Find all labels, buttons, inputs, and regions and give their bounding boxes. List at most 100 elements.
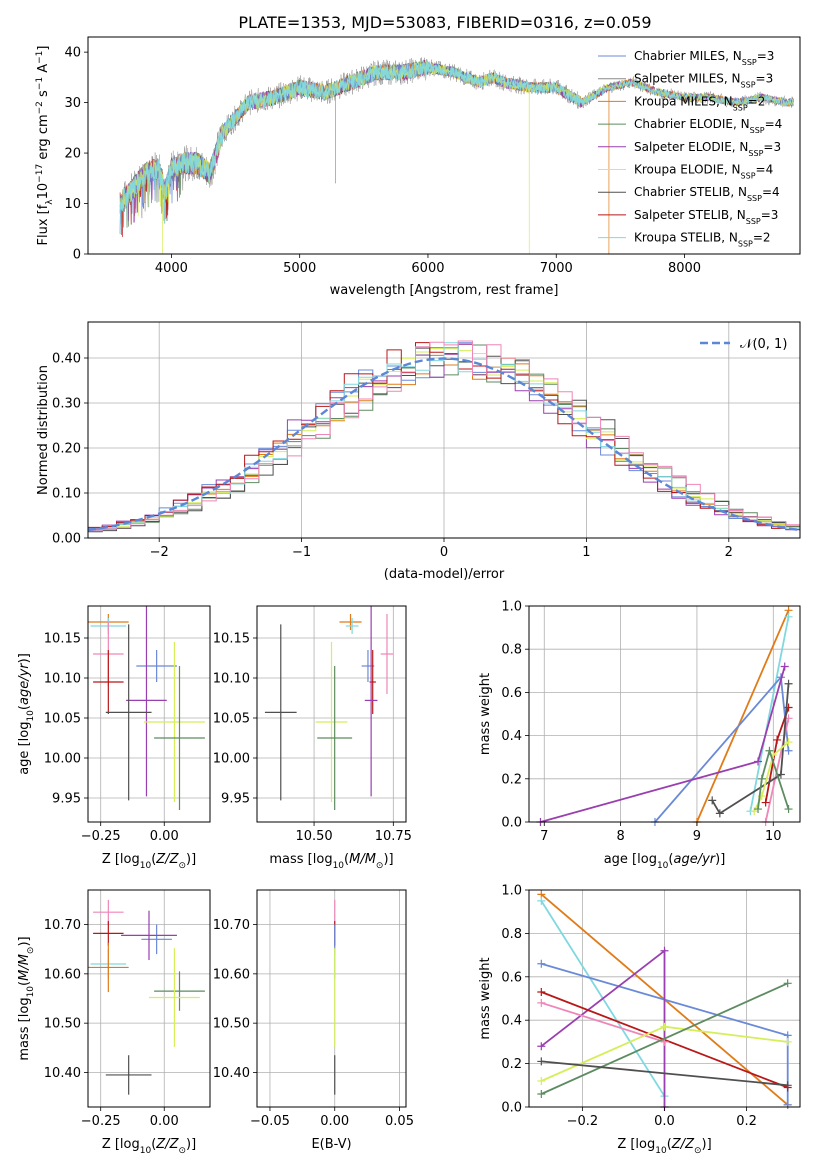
weight-line-cs <box>541 1060 788 1087</box>
spectrum-marks <box>119 57 794 254</box>
weight-marker-se <box>537 1042 546 1051</box>
x-tick-label: 0.05 <box>385 1114 414 1129</box>
y-tick-label: 10.50 <box>213 1017 250 1032</box>
y-axis-label: age [log10(age/yr)] <box>17 653 36 775</box>
weight_vs_age-panel: 7 8 9 10 0.0 0.2 0.4 0.6 0.8 1.0 age [log10(age/yr… <box>478 600 801 871</box>
mass_vs_Z-marks <box>88 899 205 1095</box>
point-se <box>145 699 148 702</box>
weight-marker-ks <box>537 896 546 905</box>
y-tick-label: 10.15 <box>44 632 81 647</box>
x-tick-label: −0.25 <box>81 829 121 844</box>
x-tick-label: −0.25 <box>81 1114 121 1129</box>
weight-marker-cs <box>784 679 793 688</box>
y-tick-label: 10.05 <box>44 712 81 727</box>
y-tick-label: 40 <box>64 46 81 61</box>
y-tick-label: 10 <box>64 197 81 212</box>
legend-label-km: Kroupa MILES, NSSP=2 <box>634 94 765 112</box>
y-tick-label: 10.15 <box>213 632 250 647</box>
age_vs_mass-marks <box>264 606 394 810</box>
x-axis-label: Z [log10(Z/Z⊙)] <box>102 852 196 871</box>
x-tick-label: 0.2 <box>736 1114 757 1129</box>
legend-label-cs: Chabrier STELIB, NSSP=4 <box>634 185 780 203</box>
weight-marker-ce <box>757 774 766 783</box>
y-tick-label: 0.0 <box>501 1101 522 1116</box>
hist-step-pink <box>88 340 800 532</box>
x-tick-label: 8 <box>616 829 624 844</box>
weight_vs_Z-panel: −0.2 0.0 0.2 0.0 0.2 0.4 0.6 0.8 1.0 Z [log10(Z/Z… <box>478 884 801 1156</box>
point-pink <box>107 911 110 913</box>
weight-marker-ce <box>765 746 774 755</box>
x-axis-label: age [log10(age/yr)] <box>604 852 726 871</box>
weight-marker-cs <box>783 1081 792 1090</box>
y-tick-label: 0.6 <box>501 686 522 701</box>
legend-label-sm: Salpeter MILES, NSSP=3 <box>634 72 773 90</box>
y-axis-label: mass weight <box>478 957 493 1039</box>
weight-line-ks <box>749 616 790 812</box>
residuals-panel: −2 −1 0 1 2 0.00 0.10 0.20 0.30 0.40 (data-model)/… <box>36 321 801 582</box>
legend-label-cm: Chabrier MILES, NSSP=3 <box>634 49 774 67</box>
y-tick-label: 10.70 <box>213 918 250 933</box>
x-axis-label: wavelength [Angstrom, rest frame] <box>330 283 559 298</box>
axes-frame <box>528 605 801 823</box>
y-tick-label: 10.60 <box>213 967 250 982</box>
y-tick-label: 10.10 <box>44 672 81 687</box>
point-cm <box>367 665 369 667</box>
age_vs_Z-panel: −0.25 0.00 9.95 10.00 10.05 10.10 10.15 Z [log1… <box>17 605 211 871</box>
point-ke <box>330 721 333 723</box>
x-tick-label: 7 <box>540 829 548 844</box>
weight-marker-ss <box>761 798 770 807</box>
y-tick-label: 0 <box>73 248 81 263</box>
weight-marker-se <box>754 757 763 766</box>
legend-label-ce: Chabrier ELODIE, NSSP=4 <box>634 117 782 135</box>
weight-marker-ks <box>784 612 793 621</box>
x-axis-label: (data-model)/error <box>384 567 505 582</box>
y-tick-label: 10.00 <box>213 752 250 767</box>
legend-label-ss: Salpeter STELIB, NSSP=3 <box>634 208 778 226</box>
weight-marker-ce <box>783 979 792 988</box>
axes-frame <box>87 36 801 255</box>
y-tick-label: 10.00 <box>44 752 81 767</box>
y-tick-label: 0.4 <box>501 729 522 744</box>
y-tick-label: 0.0 <box>501 816 522 831</box>
age_vs_mass-panel: 10.50 10.75 9.95 10.00 10.05 10.10 10.15 mass [… <box>213 605 412 871</box>
x-tick-label: 0.00 <box>320 1114 349 1129</box>
plot-area: 4000 5000 6000 7000 8000010203040wavelength … <box>17 36 801 1156</box>
point-ke <box>173 721 176 723</box>
point-km <box>107 966 110 969</box>
y-tick-label: 20 <box>64 147 81 162</box>
point-pink <box>386 653 388 655</box>
y-tick-label: 10.10 <box>213 672 250 687</box>
weight-marker-pink <box>537 998 546 1007</box>
weight-line-se <box>540 948 666 1107</box>
x-axis-label: Z [log10(Z/Z⊙)] <box>102 1137 196 1156</box>
x-tick-label: 0.00 <box>150 1114 179 1129</box>
weight-marker-cs <box>708 796 717 805</box>
x-tick-label: 10.75 <box>375 829 412 844</box>
x-tick-label: 2 <box>725 545 733 560</box>
weight-marker-ke <box>783 1037 792 1046</box>
x-tick-label: 10.50 <box>295 829 332 844</box>
residuals-marks <box>87 340 801 533</box>
gaussian-curve <box>87 357 801 532</box>
mass_vs_Z-panel: −0.25 0.00 10.40 10.50 10.60 10.70 Z [log10(Z/… <box>17 889 211 1156</box>
y-tick-label: 0.4 <box>501 1014 522 1029</box>
point-ce <box>178 737 181 739</box>
x-tick-label: 6000 <box>411 261 444 276</box>
point-ss <box>371 681 374 683</box>
weight-line-ce <box>540 982 789 1095</box>
axes-frame <box>87 889 211 1108</box>
point-se <box>370 699 372 702</box>
point-ss <box>107 681 110 683</box>
legend-label-gaussian: 𝒩(0, 1) <box>740 337 787 352</box>
y-tick-label: 0.10 <box>52 487 81 502</box>
y-tick-label: 10.40 <box>213 1066 250 1081</box>
y-tick-label: 10.70 <box>44 918 81 933</box>
y-tick-label: 9.95 <box>221 792 250 807</box>
spectrum-line-ke <box>119 60 794 254</box>
spectrum-panel: 4000 5000 6000 7000 8000 0 10 20 30 40 wavelength … <box>35 36 801 298</box>
figure-title: PLATE=1353, MJD=53083, FIBERID=0316, z=0… <box>238 13 651 32</box>
weight_vs_age-marks <box>536 606 793 826</box>
point-cm <box>155 665 158 667</box>
spectrum-line-ks <box>119 59 794 234</box>
x-tick-label: 8000 <box>668 261 701 276</box>
